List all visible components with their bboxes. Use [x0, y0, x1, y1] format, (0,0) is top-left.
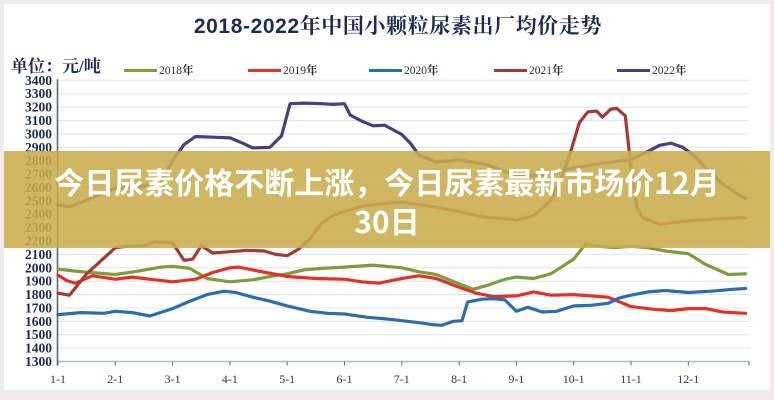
legend-swatch — [124, 68, 157, 72]
y-tick-label: 3100 — [25, 113, 52, 128]
series-line-2022 — [56, 101, 748, 209]
x-tick-label: 12-1 — [677, 372, 699, 386]
series-line-2018 — [56, 242, 748, 291]
y-tick-label: 3200 — [25, 100, 52, 115]
y-tick-label: 1400 — [25, 341, 52, 356]
y-tick-label: 3400 — [25, 73, 52, 88]
legend-swatch — [248, 68, 281, 72]
page-edge-right — [770, 0, 774, 400]
y-axis-unit-label: 单位：元/吨 — [11, 52, 101, 77]
x-tick-label: 8-1 — [451, 372, 467, 386]
legend-label: 2022年 — [652, 65, 687, 77]
x-tick-label: 1-1 — [50, 372, 66, 386]
y-tick-label: 3300 — [25, 86, 52, 101]
y-tick-label: 1900 — [25, 274, 52, 289]
legend-label: 2020年 — [404, 65, 439, 77]
y-tick-label: 3000 — [25, 126, 52, 141]
legend-swatch — [494, 68, 527, 72]
x-tick-label: 10-1 — [563, 372, 585, 386]
legend-item-2018: 2018年 — [124, 62, 194, 78]
x-tick-label: 4-1 — [222, 372, 238, 386]
x-tick-label: 9-1 — [508, 372, 524, 386]
legend-swatch — [617, 68, 650, 72]
x-tick-label: 7-1 — [394, 372, 410, 386]
legend-item-2020: 2020年 — [369, 62, 439, 78]
y-tick-label: 2000 — [25, 260, 52, 275]
x-axis-tick-labels: 1-1 2-1 3-1 4-1 5-1 6-1 7-1 8-1 9-1 10-1 11-1 12-1 — [50, 372, 699, 386]
y-tick-label: 1300 — [25, 354, 52, 369]
page-edge-top — [0, 0, 774, 4]
y-tick-label: 1600 — [25, 314, 52, 329]
y-tick-label: 2100 — [25, 247, 52, 262]
legend-label: 2019年 — [283, 65, 318, 77]
legend-label: 2018年 — [159, 65, 194, 77]
headline-text-line2: 30日 — [354, 198, 420, 242]
legend-item-2022: 2022年 — [617, 62, 687, 78]
legend-label: 2021年 — [529, 65, 564, 77]
legend-swatch — [369, 68, 402, 72]
y-tick-label: 1500 — [25, 327, 52, 342]
page-edge-left — [0, 0, 4, 400]
y-tick-label: 1700 — [25, 300, 52, 315]
x-tick-label: 2-1 — [107, 372, 123, 386]
x-tick-label: 5-1 — [279, 372, 295, 386]
x-tick-label: 11-1 — [620, 372, 642, 386]
legend-item-2019: 2019年 — [248, 62, 318, 78]
headline-overlay-band: 今日尿素价格不断上涨，今日尿素最新市场价12月 30日 — [0, 151, 774, 248]
x-tick-label: 3-1 — [165, 372, 181, 386]
page-edge-bottom — [0, 390, 774, 400]
series-line-2020 — [56, 286, 748, 327]
headline-text-line1: 今日尿素价格不断上涨，今日尿素最新市场价12月 — [54, 159, 720, 203]
legend-item-2021: 2021年 — [494, 62, 564, 78]
chart-title-year-range: 2018-2022 — [193, 15, 300, 38]
series-line-2019 — [56, 265, 748, 315]
chart-title: 2018-2022年中国小颗粒尿素出厂均价走势 — [193, 10, 603, 40]
x-tick-label: 6-1 — [337, 372, 353, 386]
y-tick-label: 1800 — [25, 287, 52, 302]
